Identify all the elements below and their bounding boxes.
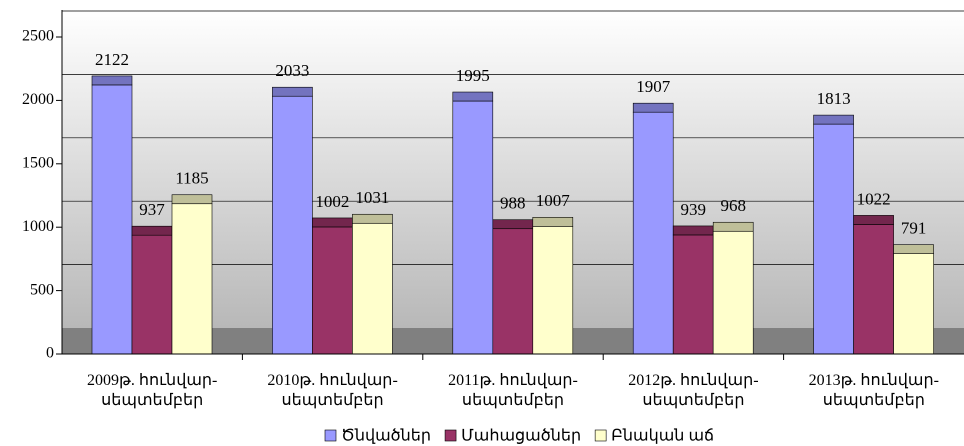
bar-front bbox=[352, 222, 393, 355]
bar-front bbox=[532, 226, 574, 355]
bar-top bbox=[131, 225, 173, 236]
bar-top bbox=[813, 114, 854, 125]
y-tick-label: 1000 bbox=[22, 218, 54, 235]
bar-top bbox=[91, 75, 133, 86]
value-label: 968 bbox=[720, 196, 746, 215]
bar-top bbox=[712, 221, 754, 232]
bar-top bbox=[893, 244, 934, 255]
value-label: 937 bbox=[139, 200, 165, 219]
legend-swatch bbox=[594, 429, 607, 442]
bar-front bbox=[171, 203, 213, 355]
bar-top bbox=[532, 217, 574, 227]
value-label: 1813 bbox=[817, 89, 851, 108]
y-tick-label: 0 bbox=[46, 345, 54, 362]
bar bbox=[712, 221, 754, 355]
bar-front bbox=[131, 234, 173, 355]
legend-swatch bbox=[444, 429, 457, 442]
legend-label: Մահացածներ bbox=[461, 428, 581, 445]
x-tick-label: 2010թ. հունվար-սեպտեմբեր bbox=[267, 372, 397, 409]
y-tick-label: 500 bbox=[30, 281, 54, 298]
bar bbox=[171, 194, 213, 355]
bar-top bbox=[312, 217, 353, 228]
value-label: 791 bbox=[901, 219, 927, 238]
bar-front bbox=[272, 95, 313, 355]
bar-top bbox=[171, 194, 213, 205]
bar bbox=[131, 225, 173, 355]
bar-front bbox=[492, 228, 534, 355]
value-label: 1022 bbox=[857, 189, 891, 208]
value-label: 1995 bbox=[456, 66, 490, 85]
y-tick-label: 2000 bbox=[22, 91, 54, 108]
bar bbox=[452, 91, 494, 355]
value-label: 1185 bbox=[175, 169, 208, 188]
value-label: 1031 bbox=[355, 188, 389, 207]
x-tick-label: 2012թ. հունվար-սեպտեմբեր bbox=[628, 372, 758, 409]
bar-front bbox=[452, 100, 494, 355]
bar bbox=[893, 244, 934, 355]
x-tick-label: 2009թ. հունվար-սեպտեմբեր bbox=[87, 372, 217, 409]
bar-front bbox=[893, 253, 934, 355]
bar-front bbox=[91, 84, 133, 355]
y-tick-label: 2500 bbox=[22, 28, 54, 45]
bar bbox=[853, 215, 894, 355]
bar bbox=[352, 213, 393, 355]
bar-front bbox=[853, 224, 894, 355]
bar-top bbox=[272, 86, 313, 97]
x-tick-label: 2013թ. հունվար-սեպտեմբեր bbox=[809, 372, 939, 409]
bar-top bbox=[452, 91, 494, 102]
legend-swatch bbox=[324, 429, 337, 442]
bar-top bbox=[352, 213, 393, 224]
bar-top bbox=[853, 215, 894, 225]
bar bbox=[492, 219, 534, 355]
value-label: 988 bbox=[500, 194, 526, 213]
legend-label: Բնական աճ bbox=[611, 428, 714, 445]
value-label: 2122 bbox=[95, 50, 129, 69]
bar-top bbox=[492, 219, 534, 230]
bar-top bbox=[672, 225, 714, 236]
bar bbox=[672, 225, 714, 355]
legend-label: Ծնվածներ bbox=[341, 428, 431, 445]
value-label: 1007 bbox=[536, 191, 571, 210]
value-label: 939 bbox=[680, 200, 706, 219]
bar bbox=[813, 114, 854, 355]
bar-top bbox=[632, 102, 674, 113]
value-label: 1002 bbox=[315, 192, 349, 211]
bar bbox=[312, 217, 353, 355]
bar bbox=[532, 217, 574, 355]
bar bbox=[272, 86, 313, 355]
value-label: 2033 bbox=[275, 61, 309, 80]
bar bbox=[632, 102, 674, 355]
bar-front bbox=[312, 226, 353, 355]
bar-front bbox=[632, 111, 674, 355]
y-tick-label: 1500 bbox=[22, 154, 54, 171]
bar bbox=[91, 75, 133, 355]
bar-front bbox=[712, 230, 754, 355]
x-tick-label: 2011թ. հունվար-սեպտեմբեր bbox=[448, 372, 578, 409]
bar-front bbox=[672, 234, 714, 355]
value-label: 1907 bbox=[636, 77, 671, 96]
bar-front bbox=[813, 123, 854, 355]
